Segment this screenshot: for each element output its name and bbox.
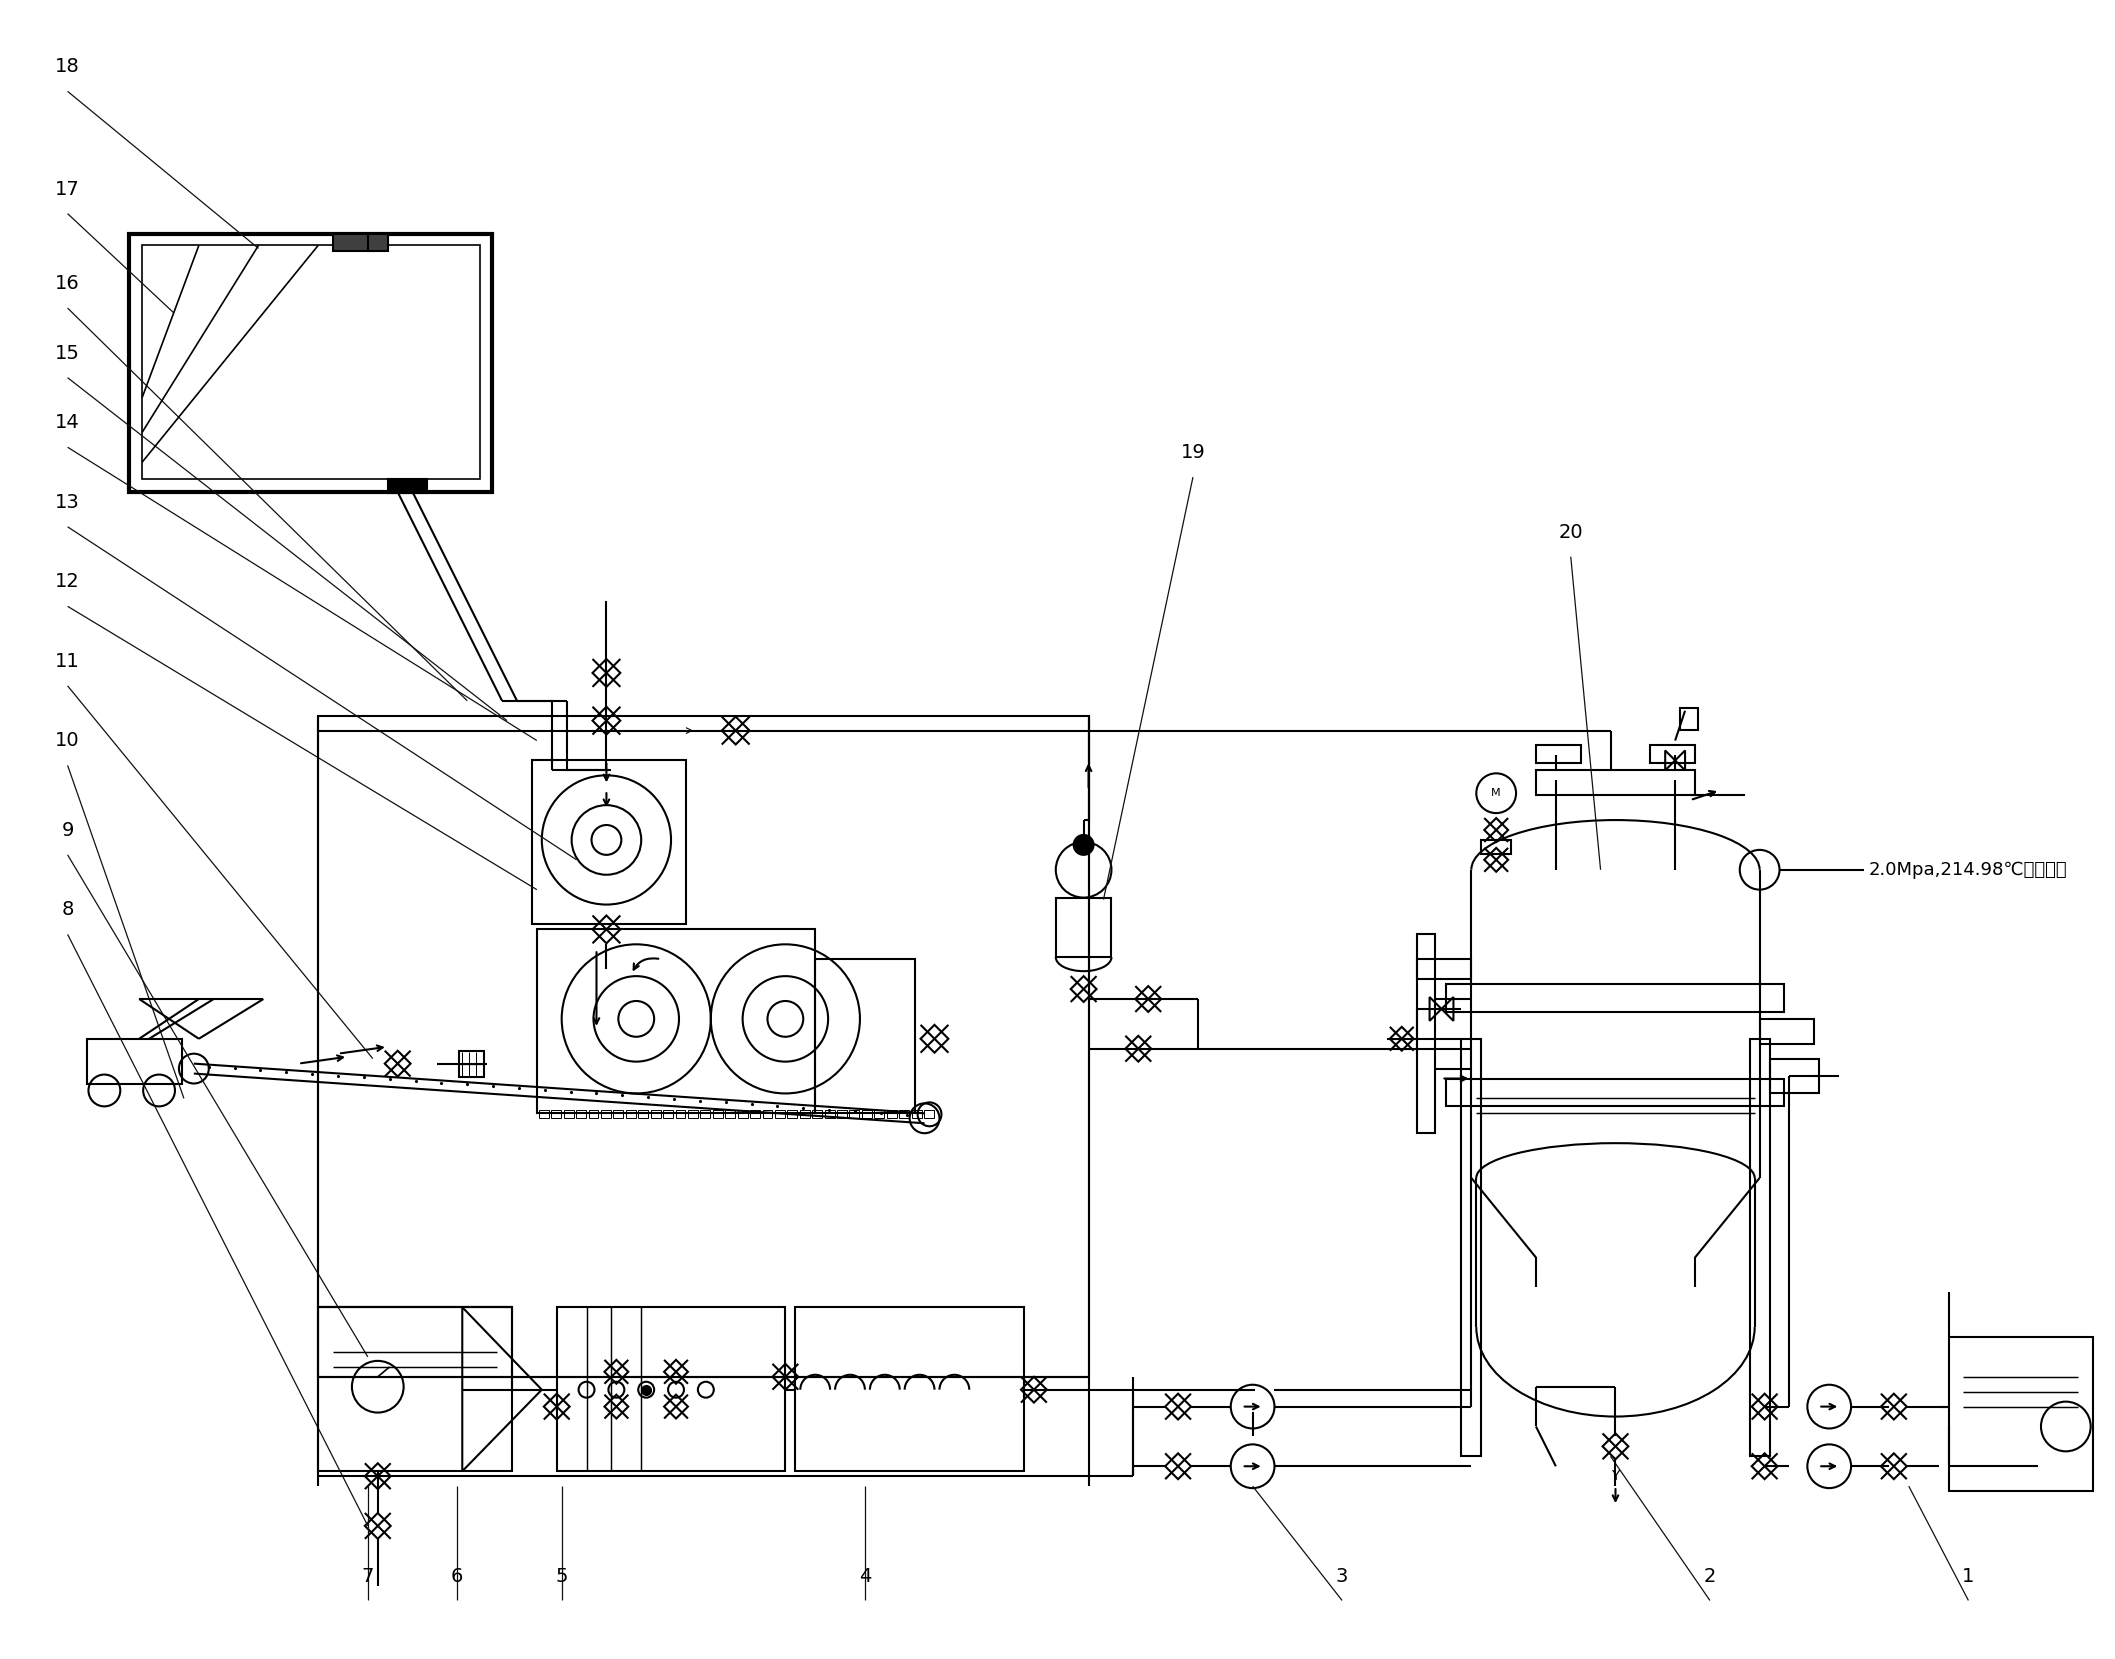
Circle shape — [1074, 834, 1093, 854]
Bar — [863, 1110, 871, 1118]
Bar — [1447, 984, 1785, 1012]
Bar — [142, 246, 480, 479]
Bar — [664, 1110, 673, 1118]
Bar — [787, 1110, 797, 1118]
Bar — [1417, 959, 1472, 979]
Bar — [1749, 1039, 1770, 1457]
Bar — [552, 1110, 560, 1118]
Bar — [700, 1110, 711, 1118]
Bar — [1650, 745, 1694, 763]
Text: 3: 3 — [1337, 1566, 1347, 1586]
Text: 17: 17 — [55, 179, 80, 199]
Text: 18: 18 — [55, 58, 80, 76]
Bar — [459, 1050, 484, 1077]
Bar — [795, 1307, 1024, 1472]
Bar — [317, 715, 1089, 1377]
Bar — [1055, 898, 1112, 957]
Text: Y: Y — [1612, 1470, 1620, 1483]
Text: 7: 7 — [362, 1566, 374, 1586]
Bar — [850, 1110, 859, 1118]
Bar — [687, 1110, 698, 1118]
Text: 1: 1 — [1963, 1566, 1975, 1586]
Bar — [812, 1110, 823, 1118]
Bar — [774, 1110, 785, 1118]
Bar — [838, 1110, 846, 1118]
Text: M: M — [1491, 788, 1502, 798]
Bar — [751, 1110, 759, 1118]
Bar — [387, 479, 427, 493]
Bar — [1461, 1039, 1480, 1457]
Text: 13: 13 — [55, 493, 80, 513]
Bar — [565, 1110, 573, 1118]
Bar — [725, 1110, 736, 1118]
Bar — [601, 1110, 611, 1118]
Text: 14: 14 — [55, 413, 80, 433]
Bar — [332, 234, 372, 252]
Bar — [556, 1307, 785, 1472]
Bar — [368, 234, 387, 252]
Text: 19: 19 — [1180, 443, 1206, 463]
Bar — [1760, 1019, 1815, 1044]
Bar — [738, 1110, 747, 1118]
Text: 8: 8 — [61, 901, 74, 919]
Bar — [814, 959, 914, 1113]
Bar — [531, 760, 685, 924]
Text: 15: 15 — [55, 343, 80, 363]
Text: 12: 12 — [55, 572, 80, 591]
Bar — [129, 234, 493, 493]
Bar — [1679, 708, 1698, 730]
Bar — [924, 1110, 935, 1118]
Bar — [87, 1039, 182, 1083]
Bar — [537, 929, 814, 1113]
Text: 10: 10 — [55, 732, 80, 750]
Bar — [912, 1110, 922, 1118]
Bar — [575, 1110, 586, 1118]
Text: 5: 5 — [556, 1566, 569, 1586]
Bar — [639, 1110, 647, 1118]
Bar — [886, 1110, 897, 1118]
Text: 16: 16 — [55, 274, 80, 294]
Bar — [799, 1110, 810, 1118]
Bar — [899, 1110, 909, 1118]
Bar — [675, 1110, 685, 1118]
Text: 6: 6 — [450, 1566, 463, 1586]
Bar — [651, 1110, 660, 1118]
Text: 9: 9 — [61, 821, 74, 839]
Bar — [317, 1307, 512, 1472]
Text: 2.0Mpa,214.98℃；和蒸汽: 2.0Mpa,214.98℃；和蒸汽 — [1870, 861, 2068, 879]
Bar — [1535, 770, 1694, 795]
Bar — [613, 1110, 624, 1118]
Text: 2: 2 — [1705, 1566, 1715, 1586]
Text: 4: 4 — [859, 1566, 871, 1586]
Bar — [539, 1110, 548, 1118]
Bar — [764, 1110, 772, 1118]
Bar — [873, 1110, 884, 1118]
Bar — [1480, 839, 1510, 854]
Bar — [588, 1110, 599, 1118]
Text: 11: 11 — [55, 652, 80, 670]
Bar — [1417, 934, 1434, 1133]
Bar — [1770, 1058, 1819, 1093]
Bar — [713, 1110, 723, 1118]
Text: 20: 20 — [1559, 523, 1582, 542]
Bar — [1948, 1337, 2092, 1491]
Bar — [1447, 1078, 1785, 1107]
Bar — [825, 1110, 835, 1118]
Bar — [626, 1110, 637, 1118]
Bar — [1535, 745, 1580, 763]
